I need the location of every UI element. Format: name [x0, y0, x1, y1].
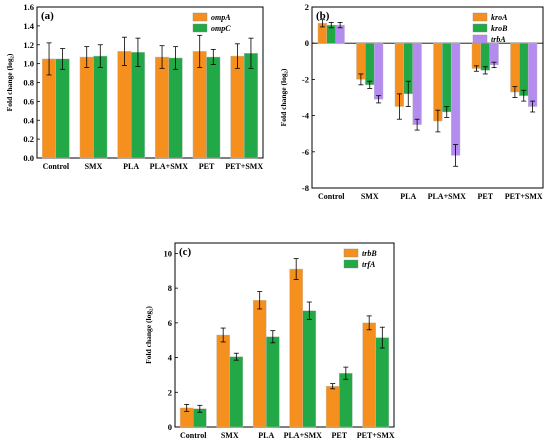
- x-category-label: PLA+SMX: [150, 162, 189, 171]
- plot-frame: [174, 242, 395, 428]
- bar-kroB-pet-smx: [519, 43, 529, 96]
- y-tick-label: 2: [305, 2, 309, 12]
- bar-trbB-pet: [325, 386, 340, 428]
- legend-swatch: [472, 23, 488, 33]
- x-category-label: PLA+SMX: [428, 192, 467, 201]
- x-category-label: PLA: [400, 192, 416, 201]
- bar-trbA-pla: [412, 43, 422, 125]
- y-tick-label: 0.8: [23, 78, 34, 88]
- legend-entry: kroA: [491, 13, 508, 22]
- bar-ompA-smx: [79, 56, 94, 159]
- legend-entry: ompC: [211, 24, 231, 33]
- bar-trfA-smx: [229, 356, 244, 428]
- legend-swatch: [343, 248, 359, 258]
- x-category-label: Control: [318, 192, 345, 201]
- panel-label: (a): [41, 10, 54, 22]
- y-tick-label: 0.2: [23, 134, 34, 144]
- legend-swatch: [192, 23, 208, 33]
- x-category-label: PLA+SMX: [284, 431, 323, 440]
- x-category-label: Control: [43, 162, 70, 171]
- bar-trbB-pet-smx: [362, 322, 376, 428]
- x-category-label: SMX: [221, 431, 239, 440]
- bar-ompC-control: [55, 58, 70, 159]
- bar-ompA-pet-smx: [230, 55, 245, 159]
- legend-entry: trfA: [362, 260, 376, 269]
- legend-entry: ompA: [211, 13, 231, 22]
- x-category-label: SMX: [85, 162, 103, 171]
- bar-ompA-pla-smx: [155, 56, 170, 159]
- y-tick-label: 0: [305, 38, 309, 48]
- bar-trfA-pet-smx: [375, 337, 390, 428]
- bar-trbA-pet: [489, 43, 499, 66]
- y-tick-label: 1.2: [23, 40, 34, 50]
- x-category-label: PLA: [258, 431, 274, 440]
- y-tick-label: 1.0: [23, 59, 34, 69]
- y-tick-label: 4: [168, 353, 173, 363]
- bar-trfA-pla-smx: [302, 310, 317, 428]
- legend-swatch: [472, 34, 488, 44]
- legend-swatch: [192, 12, 208, 22]
- y-tick-label: 6: [168, 318, 172, 328]
- x-category-label: SMX: [361, 192, 379, 201]
- bar-kroB-pet: [480, 43, 490, 71]
- x-category-label: PET+SMX: [357, 431, 395, 440]
- bar-trfA-pla: [266, 336, 280, 428]
- bar-trbB-pla: [252, 300, 267, 428]
- x-category-label: PET: [331, 431, 347, 440]
- y-axis-title: Fold change (log₂): [144, 306, 153, 364]
- y-tick-label: 0.0: [23, 153, 34, 163]
- x-category-label: PET: [477, 192, 493, 201]
- y-axis-title: Fold change (log₂): [5, 53, 14, 111]
- x-category-label: PLA: [123, 162, 139, 171]
- y-tick-label: 0.4: [23, 115, 34, 125]
- bar-kroA-pla-smx: [433, 43, 443, 122]
- x-category-label: PET+SMX: [225, 162, 263, 171]
- x-category-label: PET: [199, 162, 215, 171]
- y-tick-label: 10: [164, 248, 173, 258]
- chart-panel-b: -8 -6 -4 -2 0 2 Fold change (log₂) Control SMX PL…: [279, 2, 544, 201]
- y-tick-label: 0: [168, 422, 172, 432]
- y-tick-label: 8: [168, 283, 172, 293]
- bar-trbA-smx: [373, 43, 384, 100]
- x-category-label: PET+SMX: [505, 192, 543, 201]
- chart-panel-c: 0 2 4 6 8 10 Fold change (log₂) Control SMX PLA PL…: [144, 242, 395, 440]
- bar-ompC-pet: [206, 56, 221, 159]
- y-tick-label: 0.6: [23, 96, 34, 106]
- chart-panel-a: 0.0 0.2 0.4 0.6 0.8 1.0 1.2 1.4 1.6 Fold change (…: [5, 2, 264, 171]
- bar-kroB-pla-smx: [442, 43, 452, 113]
- legend-swatch: [343, 259, 359, 269]
- y-tick-label: 1.4: [23, 21, 34, 31]
- y-tick-label: 2: [168, 387, 172, 397]
- bar-trbB-smx: [216, 334, 230, 428]
- y-tick-label: -2: [302, 74, 309, 84]
- legend-entry: trbB: [362, 249, 377, 258]
- bar-ompC-pet-smx: [243, 53, 258, 159]
- bar-ompC-pla-smx: [168, 57, 183, 159]
- x-category-label: Control: [180, 431, 207, 440]
- legend-entry: kroB: [491, 24, 508, 33]
- bar-trbA-pet-smx: [527, 43, 538, 107]
- bar-ompA-pla: [117, 51, 132, 159]
- bar-kroB-smx: [365, 43, 375, 86]
- bar-kroA-pet-smx: [510, 43, 520, 93]
- plot-frame: [311, 6, 544, 189]
- bar-ompC-smx: [93, 55, 108, 159]
- y-axis-title: Fold change (log₂): [279, 68, 288, 126]
- y-tick-label: 1.6: [23, 2, 34, 12]
- legend-swatch: [472, 12, 488, 22]
- panel-label: (c): [179, 246, 192, 258]
- panel-label: (b): [316, 10, 330, 22]
- bar-trbA-pla-smx: [450, 43, 461, 156]
- bar-ompC-pla: [130, 52, 145, 159]
- y-tick-label: -4: [302, 111, 310, 121]
- y-tick-label: -8: [302, 183, 309, 193]
- legend-entry: trbA: [491, 35, 506, 44]
- bar-trfA-pet: [339, 372, 353, 428]
- bar-kroA-pet: [471, 43, 482, 69]
- bar-trbB-pla-smx: [289, 268, 303, 428]
- y-tick-label: -6: [302, 147, 309, 157]
